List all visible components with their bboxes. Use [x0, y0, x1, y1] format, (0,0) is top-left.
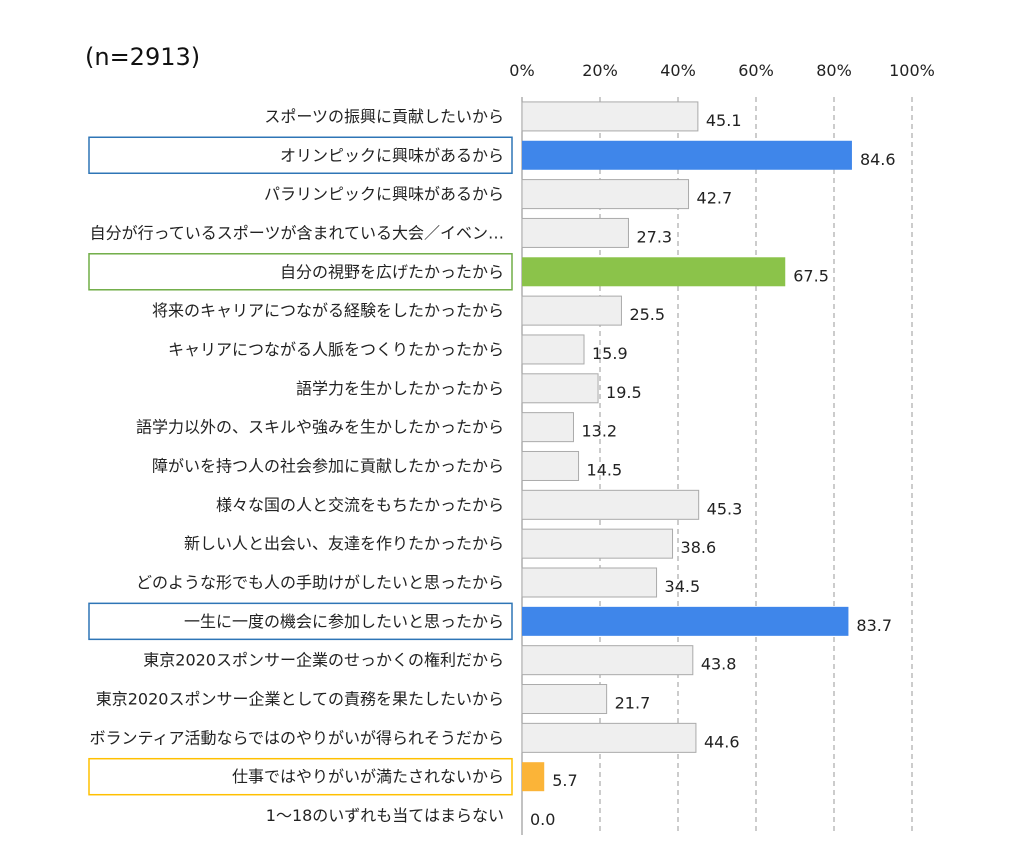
value-labels: 45.1 84.6 42.7 27.3 67.5 25.5 15.9 19.5 13.2 14.5…: [530, 111, 896, 829]
category-label: 1～18のいずれも当てはまらない: [266, 806, 504, 825]
bar: [521, 489, 700, 520]
category-label: 自分が行っているスポーツが含まれている大会／イベン…: [90, 223, 504, 242]
value-label: 5.7: [552, 771, 577, 790]
bar: [521, 101, 699, 132]
value-label: 38.6: [681, 538, 717, 557]
bar: [522, 762, 545, 792]
bar: [521, 722, 697, 753]
value-label: 67.5: [793, 266, 829, 285]
x-tick-label: 60%: [738, 61, 774, 80]
value-label: 14.5: [587, 460, 623, 479]
x-tick-label: 20%: [582, 61, 618, 80]
category-label: 様々な国の人と交流をもちたかったから: [216, 495, 504, 514]
category-label: パラリンピックに興味があるから: [264, 185, 504, 204]
x-tick-label: 100%: [889, 61, 935, 80]
category-label: 語学力以外の、スキルや強みを生かしたかったから: [136, 418, 504, 437]
category-label: スポーツの振興に貢献したいから: [264, 107, 504, 126]
x-tick-label: 80%: [816, 61, 852, 80]
category-label: キャリアにつながる人脈をつくりたかったから: [168, 340, 504, 359]
value-label: 45.3: [707, 499, 743, 518]
x-axis-ticks: 0% 20% 40% 60% 80% 100%: [509, 61, 935, 80]
value-label: 19.5: [606, 383, 642, 402]
value-label: 25.5: [629, 305, 665, 324]
sample-size-label: (n=2913): [85, 43, 200, 71]
bar: [521, 334, 585, 365]
value-label: 42.7: [697, 189, 733, 208]
category-label: どのような形でも人の手助けがしたいと思ったから: [136, 573, 504, 592]
category-label: 語学力を生かしたかったから: [296, 379, 504, 398]
category-label: 新しい人と出会い、友達を作りたかったから: [184, 534, 504, 553]
value-label: 34.5: [665, 577, 701, 596]
value-label: 0.0: [530, 810, 555, 829]
category-label: 障がいを持つ人の社会参加に貢献したかったから: [152, 456, 504, 475]
highlight-boxes: [88, 136, 513, 796]
category-label: 東京2020スポンサー企業のせっかくの権利だから: [143, 651, 504, 670]
bar: [521, 295, 622, 326]
value-label: 13.2: [581, 422, 617, 441]
bar: [521, 412, 574, 443]
x-tick-label: 40%: [660, 61, 696, 80]
bar: [521, 217, 629, 248]
bar: [521, 450, 580, 481]
bar: [521, 684, 608, 715]
bar: [522, 140, 852, 170]
highlight-box: [88, 757, 513, 796]
category-labels: スポーツの振興に貢献したいからオリンピックに興味があるからパラリンピックに興味が…: [89, 107, 504, 825]
bar: [521, 567, 658, 598]
value-label: 45.1: [706, 111, 742, 130]
bar: [522, 606, 849, 636]
category-label: オリンピックに興味があるから: [280, 146, 504, 165]
value-label: 44.6: [704, 732, 740, 751]
value-label: 21.7: [615, 694, 651, 713]
category-label: 将来のキャリアにつながる経験をしたかったから: [152, 301, 504, 320]
value-label: 27.3: [636, 227, 672, 246]
bar: [521, 179, 690, 210]
bar: [521, 528, 674, 559]
value-label: 43.8: [701, 655, 737, 674]
value-label: 15.9: [592, 344, 628, 363]
value-label: 83.7: [856, 616, 892, 635]
highlight-box: [88, 136, 513, 175]
category-label: ボランティア活動ならではのやりがいが得られそうだから: [89, 728, 504, 747]
bar: [521, 373, 599, 404]
category-label: 一生に一度の機会に参加したいと思ったから: [184, 612, 504, 631]
bar: [522, 257, 786, 287]
highlight-box: [88, 253, 513, 291]
category-label: 自分の視野を広げたかったから: [280, 262, 504, 281]
category-label: 仕事ではやりがいが満たされないから: [232, 767, 504, 786]
category-label: 東京2020スポンサー企業としての責務を果たしたいから: [96, 690, 504, 709]
highlight-box: [88, 602, 513, 641]
value-label: 84.6: [860, 150, 896, 169]
bar: [521, 645, 694, 676]
x-tick-label: 0%: [509, 61, 534, 80]
bars: [521, 101, 852, 792]
